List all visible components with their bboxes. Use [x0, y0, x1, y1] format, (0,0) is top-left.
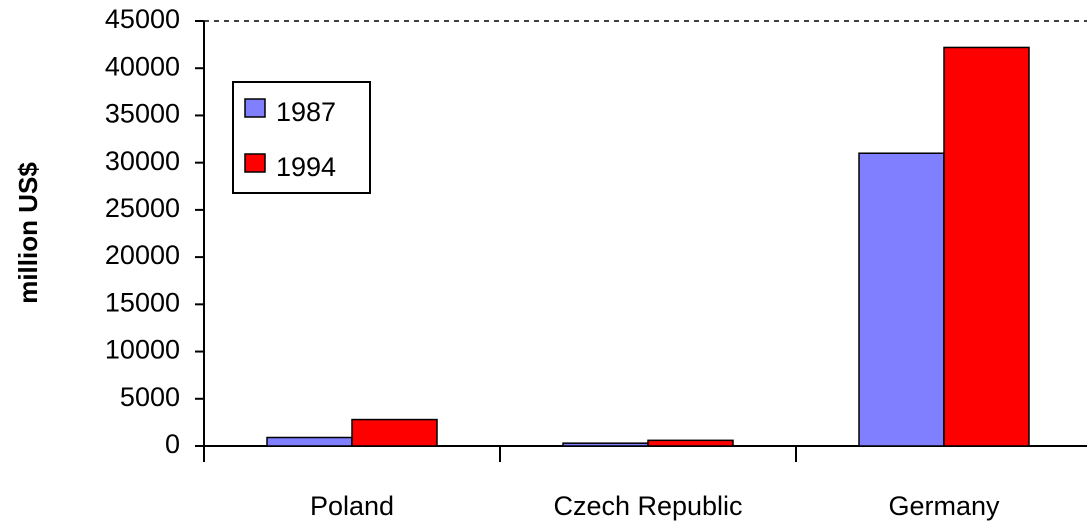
y-tick-label: 5000 — [120, 382, 180, 412]
legend-label: 1987 — [276, 97, 336, 127]
x-tick-label: Poland — [310, 491, 394, 521]
bar — [647, 439, 734, 447]
y-tick-label: 25000 — [105, 193, 180, 223]
bar — [943, 46, 1030, 447]
bar — [858, 152, 945, 447]
y-tick-label: 20000 — [105, 240, 180, 270]
x-tick-label: Germany — [888, 491, 1000, 521]
legend-swatch — [244, 153, 266, 173]
y-tick-label: 45000 — [105, 4, 180, 34]
x-tick-label: Czech Republic — [553, 491, 742, 521]
y-tick-label: 15000 — [105, 287, 180, 317]
bar — [562, 442, 649, 447]
y-tick-label: 0 — [165, 429, 180, 459]
bar — [266, 436, 353, 447]
legend-label: 1994 — [276, 152, 336, 182]
y-tick-label: 40000 — [105, 51, 180, 81]
y-axis-label: million US$ — [13, 162, 43, 304]
bar — [351, 418, 438, 447]
y-tick-label: 10000 — [105, 335, 180, 365]
y-tick-label: 35000 — [105, 99, 180, 129]
y-tick-label: 30000 — [105, 146, 180, 176]
legend-swatch — [244, 98, 266, 118]
